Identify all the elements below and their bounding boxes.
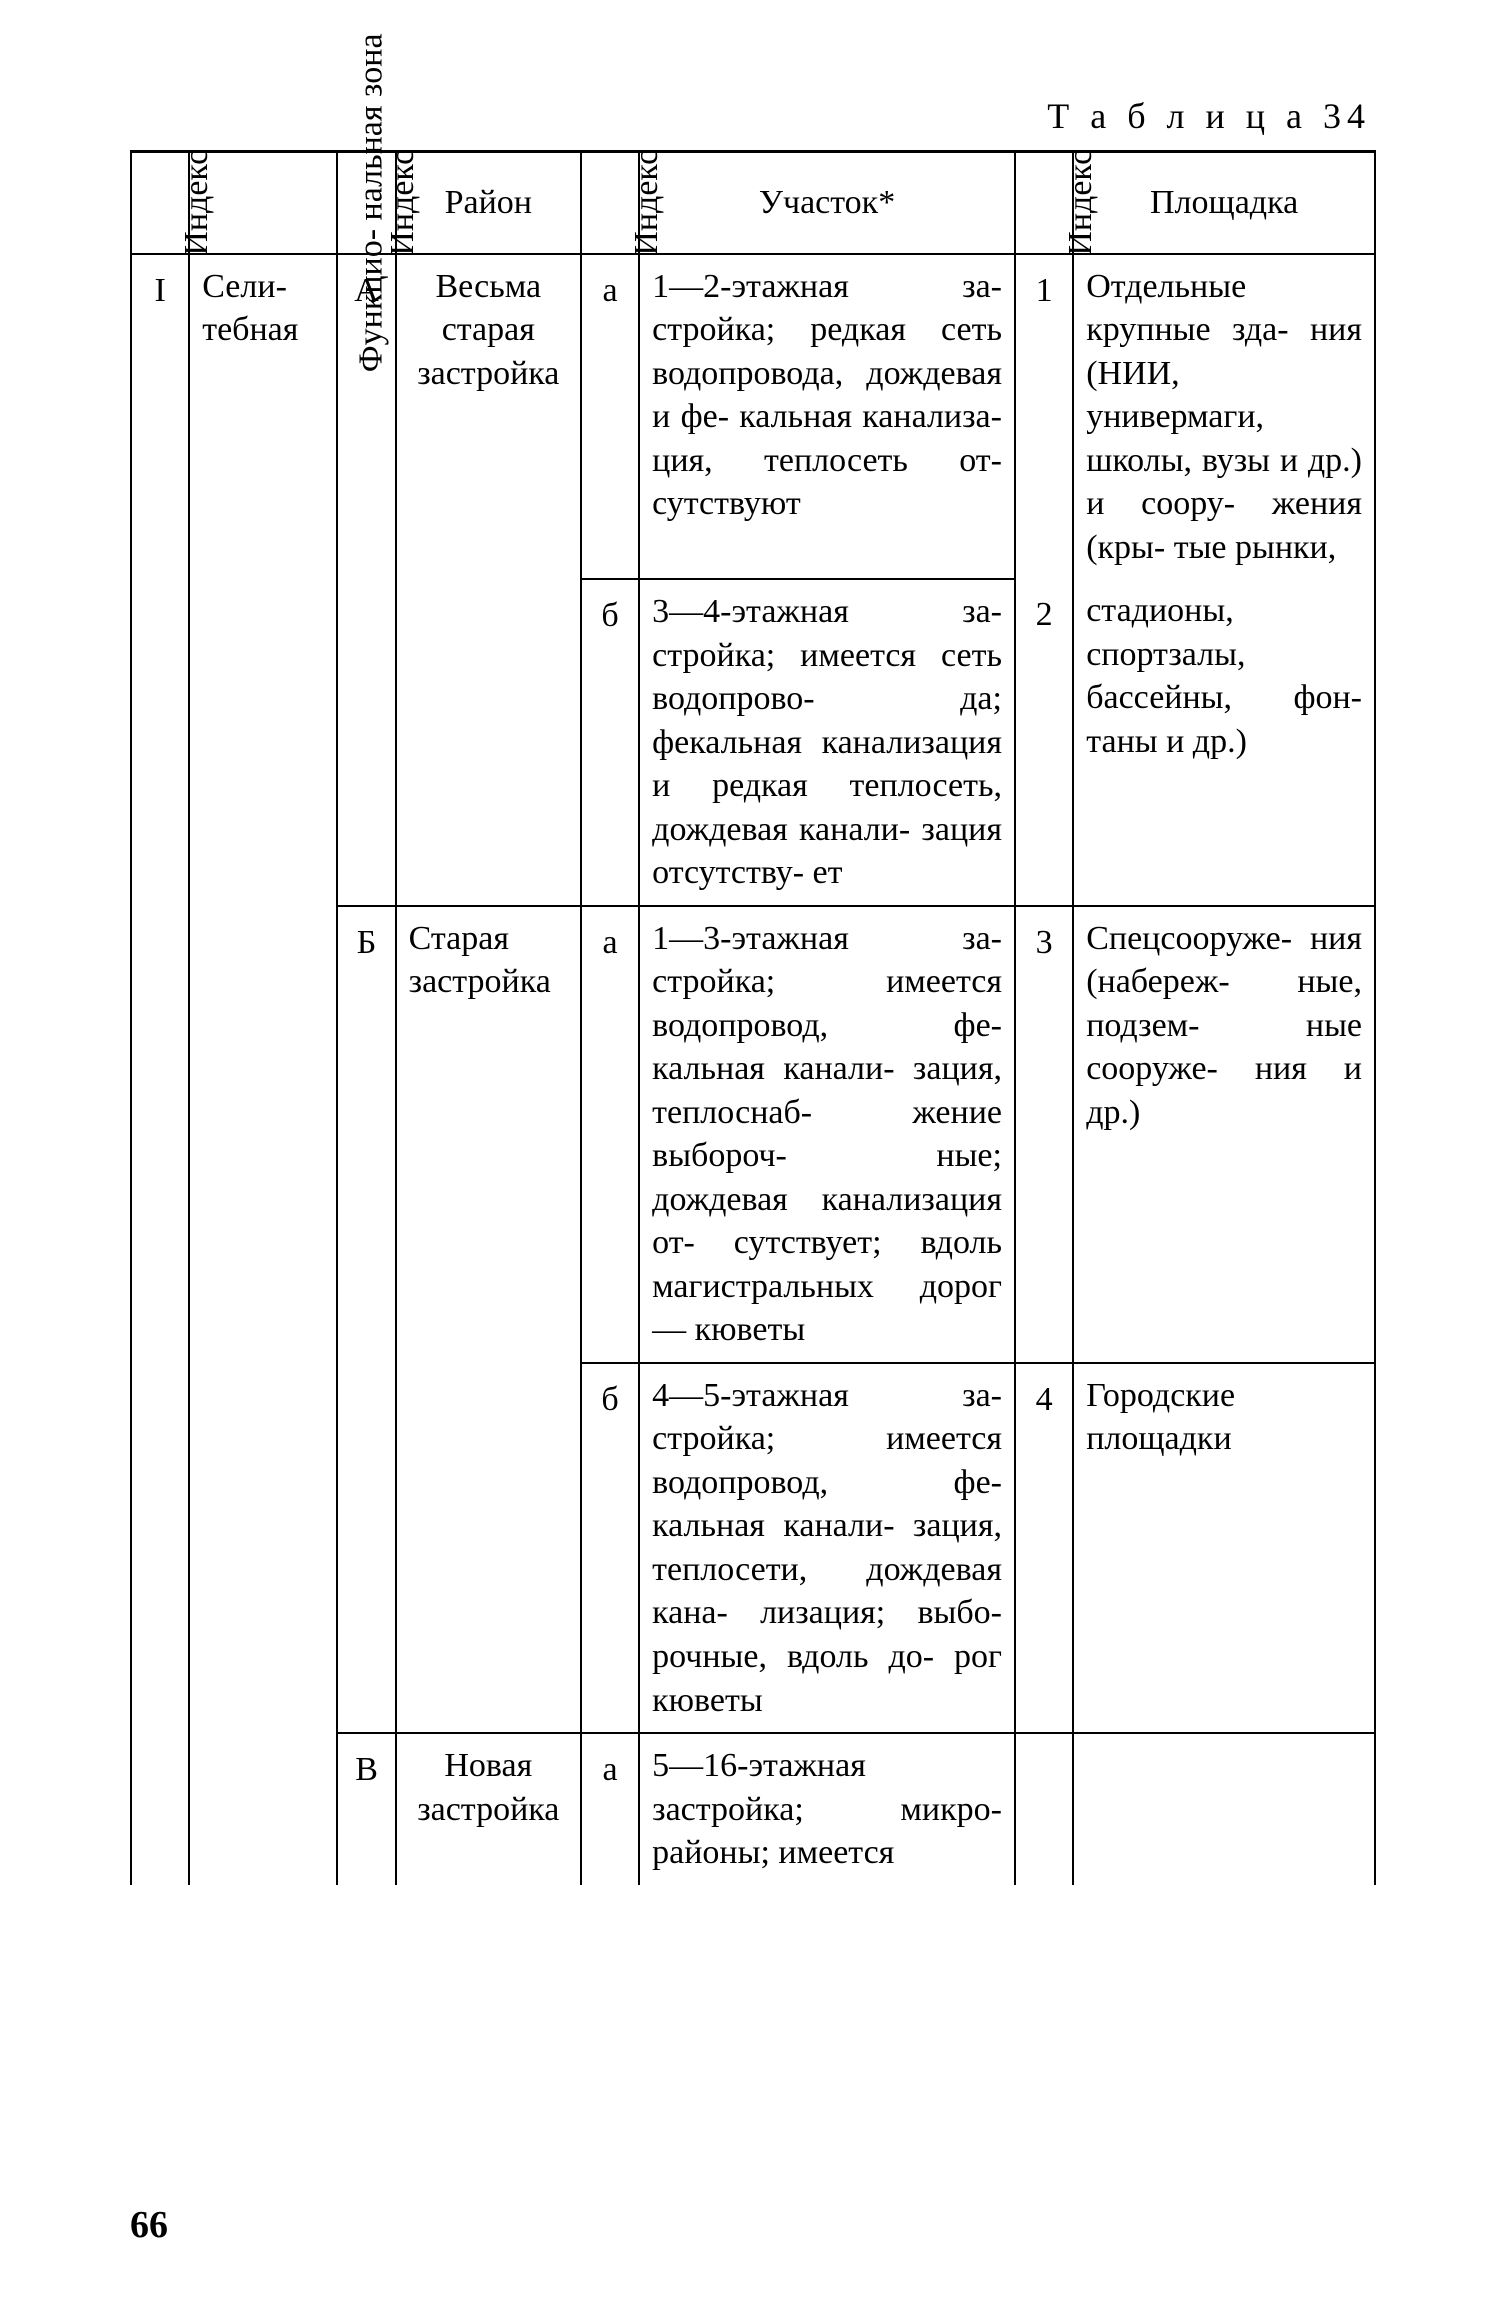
cell-ploshchadka-1: Отдельные крупные зда- ния (НИИ, универм… bbox=[1073, 254, 1375, 580]
page-number: 66 bbox=[130, 2203, 168, 2247]
cell-index-2: 2 bbox=[1015, 579, 1073, 906]
col-header-index-3: Индекс bbox=[581, 152, 639, 254]
cell-ploshchadka-3: Спецсооруже- ния (набереж- ные, подзем- … bbox=[1073, 906, 1375, 1363]
cell-uchastok-4: 4—5-этажная за- стройка; имеется водопро… bbox=[639, 1363, 1015, 1733]
col-header-ploshchadka: Площадка bbox=[1073, 152, 1375, 254]
cell-index-B1: Б bbox=[337, 906, 395, 1733]
cell-uchastok-5: 5—16-этажная застройка; микро- районы; и… bbox=[639, 1733, 1015, 1885]
cell-index-b1: б bbox=[581, 579, 639, 906]
cell-uchastok-3: 1—3-этажная за- стройка; имеется водопро… bbox=[639, 906, 1015, 1363]
col-header-uchastok: Участок* bbox=[639, 152, 1015, 254]
cell-ploshchadka-empty bbox=[1073, 1733, 1375, 1885]
table-wrap: Индекс Функцио- нальная зона Индекс Райо… bbox=[130, 150, 1376, 2157]
cell-index-a3: а bbox=[581, 1733, 639, 1885]
table-body: I Сели- тебная А Весьма старая застройка… bbox=[131, 254, 1375, 1885]
table-34: Индекс Функцио- нальная зона Индекс Райо… bbox=[130, 150, 1376, 1885]
table-head: Индекс Функцио- нальная зона Индекс Райо… bbox=[131, 152, 1375, 254]
col-header-index-4: Индекс bbox=[1015, 152, 1073, 254]
cell-index-1: 1 bbox=[1015, 254, 1073, 580]
table-row: I Сели- тебная А Весьма старая застройка… bbox=[131, 254, 1375, 580]
table-caption: Т а б л и ц а 34 bbox=[1047, 95, 1371, 137]
cell-ploshchadka-2: стадионы, спортзалы, бассейны, фон- таны… bbox=[1073, 579, 1375, 906]
col-header-index-1: Индекс bbox=[131, 152, 189, 254]
cell-index-V: В bbox=[337, 1733, 395, 1885]
cell-index-a1: а bbox=[581, 254, 639, 580]
cell-uchastok-2: 3—4-этажная за- стройка; имеется сеть во… bbox=[639, 579, 1015, 906]
cell-index-b2: б bbox=[581, 1363, 639, 1733]
cell-zone: Сели- тебная bbox=[189, 254, 337, 1885]
cell-uchastok-1: 1—2-этажная за- стройка; редкая сеть вод… bbox=[639, 254, 1015, 580]
cell-ploshchadka-4: Городские площадки bbox=[1073, 1363, 1375, 1733]
cell-index-empty bbox=[1015, 1733, 1073, 1885]
cell-index-3: 3 bbox=[1015, 906, 1073, 1363]
cell-rayon-V: Новая застройка bbox=[396, 1733, 581, 1885]
cell-rayon-A: Весьма старая застройка bbox=[396, 254, 581, 906]
cell-index-4: 4 bbox=[1015, 1363, 1073, 1733]
cell-rayon-B1: Старая застройка bbox=[396, 906, 581, 1733]
cell-index-I: I bbox=[131, 254, 189, 1885]
header-row: Индекс Функцио- нальная зона Индекс Райо… bbox=[131, 152, 1375, 254]
page: Т а б л и ц а 34 Индекс Функцио- нальная… bbox=[0, 0, 1511, 2307]
cell-index-a2: а bbox=[581, 906, 639, 1363]
